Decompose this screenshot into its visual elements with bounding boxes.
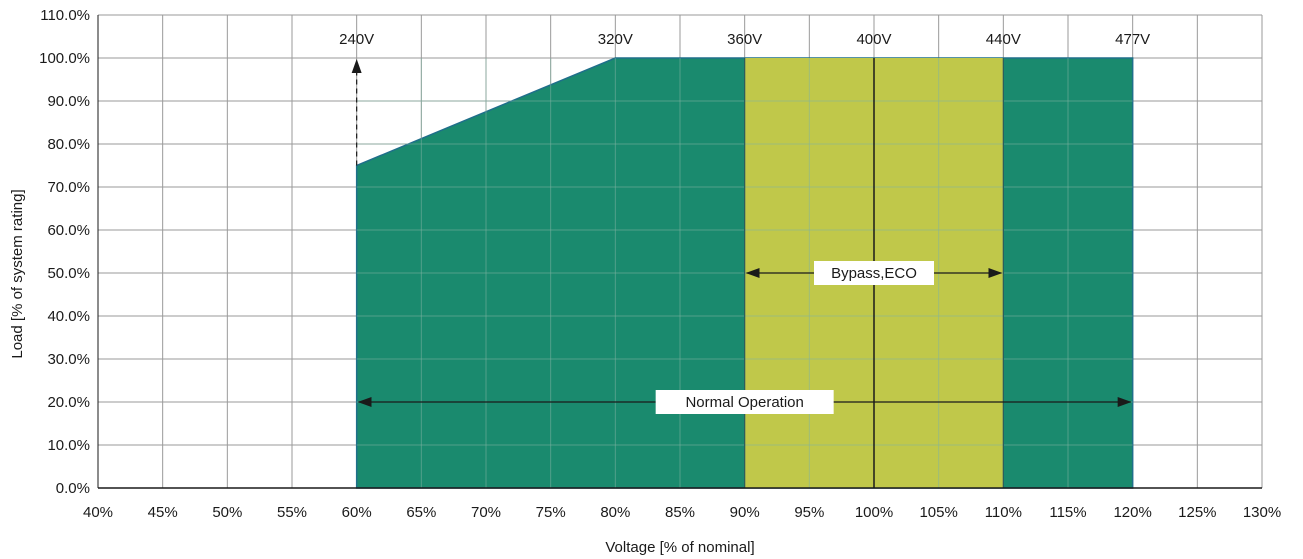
annotations: 240V 320V 360V 400V 440V 477V Normal Operation… [339,31,1150,414]
voltage-marker-label: 477V [1115,31,1150,48]
annotation-label-box [655,390,834,414]
y-tick-label: 30.0% [47,351,90,368]
y-tick-label: 40.0% [47,308,90,325]
y-tick-label: 10.0% [47,437,90,454]
x-tick-label: 120% [1113,504,1151,521]
annotation-label: Normal Operation [685,394,803,411]
x-tick-label: 90% [730,504,760,521]
voltage-marker-label: 360V [727,31,762,48]
x-tick-label: 130% [1243,504,1281,521]
y-tick-label: 110.0% [40,7,90,24]
voltage-marker-label: 440V [986,31,1021,48]
annotation-label: Bypass,ECO [831,265,917,282]
x-tick-label: 85% [665,504,695,521]
y-tick-label: 0.0% [56,480,90,497]
x-tick-label: 70% [471,504,501,521]
x-tick-label: 105% [919,504,957,521]
y-tick-label: 70.0% [47,179,90,196]
voltage-marker-label: 400V [856,31,891,48]
x-tick-label: 55% [277,504,307,521]
x-tick-label: 125% [1178,504,1216,521]
y-axis-title: Load [% of system rating] [9,189,26,358]
y-tick-label: 100.0% [39,50,90,67]
axes: 40% 45% 50% 55% 60% 65% 70% 75% 80% 85% 90% 95% 100%… [39,7,1281,521]
y-tick-label: 50.0% [47,265,90,282]
y-tick-label: 90.0% [47,93,90,110]
x-axis-title: Voltage [% of nominal] [605,539,754,556]
x-tick-label: 50% [212,504,242,521]
voltage-marker-label: 240V [339,31,374,48]
y-tick-label: 20.0% [47,394,90,411]
y-tick-label: 60.0% [47,222,90,239]
x-tick-label: 65% [406,504,436,521]
x-tick-label: 40% [83,504,113,521]
x-tick-label: 45% [148,504,178,521]
x-tick-label: 100% [855,504,893,521]
x-tick-label: 110% [985,504,1022,521]
x-tick-label: 80% [600,504,630,521]
x-tick-label: 115% [1049,504,1086,521]
x-tick-label: 60% [342,504,372,521]
x-tick-label: 75% [536,504,566,521]
y-tick-label: 80.0% [47,136,90,153]
annotation-label-box [814,261,934,285]
voltage-marker-label: 320V [598,31,633,48]
x-tick-label: 95% [794,504,824,521]
